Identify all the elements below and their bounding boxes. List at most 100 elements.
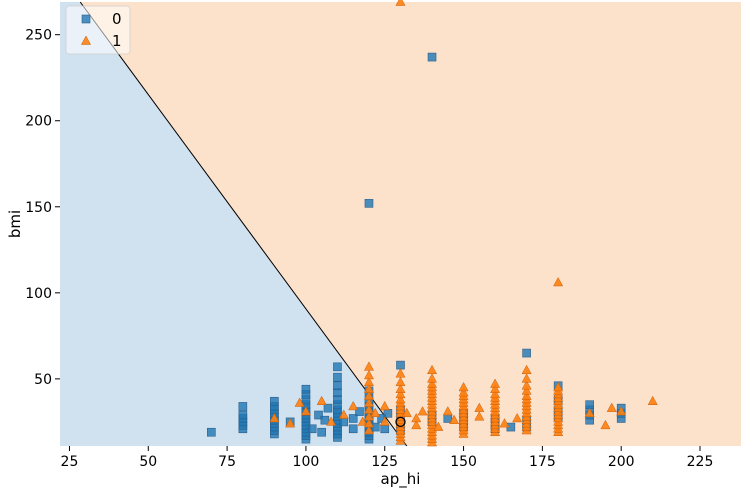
- data-point-class-0: [348, 424, 358, 434]
- data-point-class-0: [317, 427, 326, 437]
- data-point-class-1: [269, 412, 280, 423]
- y-tick-label: 200: [25, 114, 52, 130]
- data-point-class-1: [427, 373, 438, 383]
- data-point-class-0: [207, 427, 216, 437]
- data-point-class-1: [363, 369, 374, 380]
- x-tick-label: 150: [450, 454, 477, 470]
- data-point-class-0: [364, 199, 374, 208]
- data-point-class-0: [314, 410, 323, 420]
- x-tick-label: 100: [293, 454, 320, 470]
- data-point-class-1: [395, 388, 406, 399]
- data-point-class-1: [370, 407, 381, 418]
- data-point-class-1: [395, 383, 406, 393]
- data-point-class-1: [363, 390, 374, 400]
- data-point-class-0: [238, 410, 248, 420]
- data-point-class-1: [401, 407, 412, 418]
- x-tick-label: 200: [608, 454, 635, 470]
- data-point-class-0: [333, 381, 342, 391]
- data-point-class-1: [458, 381, 469, 392]
- data-point-class-1: [363, 397, 374, 407]
- data-point-class-0: [307, 424, 317, 434]
- data-point-class-1: [285, 418, 296, 428]
- data-point-class-1: [348, 400, 359, 411]
- data-point-class-0: [270, 396, 279, 406]
- data-point-class-1: [395, 368, 406, 378]
- data-point-class-1: [521, 373, 532, 383]
- data-point-class-0: [301, 384, 311, 394]
- x-tick-label: 175: [529, 454, 556, 470]
- legend-label: 0: [112, 10, 122, 28]
- data-point-class-1: [294, 397, 305, 407]
- legend-label: 1: [112, 32, 122, 50]
- data-point-class-1: [521, 364, 532, 375]
- y-tick-label: 100: [25, 286, 52, 302]
- data-point-class-0: [339, 417, 349, 427]
- data-point-class-1: [363, 383, 374, 393]
- data-point-class-1: [490, 388, 501, 399]
- data-point-class-1: [363, 376, 374, 387]
- data-point-class-1: [553, 381, 564, 392]
- x-tick-label: 75: [218, 454, 236, 470]
- data-point-class-1: [395, 394, 406, 404]
- decision-boundary-line: [79, 1, 408, 447]
- data-point-class-1: [363, 404, 374, 414]
- data-point-class-1: [647, 395, 658, 406]
- data-point-class-1: [458, 387, 469, 397]
- data-point-class-1: [379, 400, 390, 411]
- legend: 01: [65, 5, 131, 55]
- legend-marker-square: [81, 14, 91, 24]
- data-point-class-1: [326, 416, 337, 426]
- region-class-1: [80, 2, 742, 446]
- data-point-class-0: [333, 362, 342, 372]
- data-point-class-1: [411, 419, 422, 430]
- data-point-class-0: [380, 424, 390, 434]
- x-tick-label: 50: [139, 454, 157, 470]
- data-point-class-0: [333, 372, 342, 382]
- series-1: [269, 0, 658, 447]
- x-axis: 25 50 75 100 125 150 175 200 225: [61, 446, 713, 470]
- data-point-class-1: [490, 383, 501, 393]
- data-point-class-1: [584, 407, 595, 418]
- y-tick-label: 150: [25, 200, 52, 216]
- y-tick-label: 250: [25, 28, 52, 44]
- data-point-class-1: [363, 424, 374, 435]
- data-point-class-1: [363, 361, 374, 371]
- data-point-class-0: [348, 414, 358, 423]
- data-point-class-0: [238, 402, 248, 411]
- data-point-class-1: [512, 412, 523, 423]
- data-point-class-1: [417, 406, 428, 416]
- data-point-class-1: [411, 412, 422, 423]
- data-point-class-1: [521, 380, 532, 390]
- data-point-class-1: [553, 276, 564, 287]
- data-point-class-1: [395, 376, 406, 387]
- data-point-class-0: [383, 409, 393, 418]
- data-point-class-0: [396, 360, 405, 370]
- data-point-class-1: [363, 418, 374, 428]
- data-point-class-1: [427, 378, 438, 388]
- data-point-class-1: [427, 364, 438, 375]
- data-point-class-1: [474, 411, 485, 421]
- data-point-class-1: [316, 395, 327, 406]
- x-axis-label: ap_hi: [381, 470, 421, 489]
- y-axis: 50 100 150 200 250: [25, 28, 60, 388]
- data-point-class-1: [433, 421, 444, 431]
- data-point-class-1: [474, 402, 485, 412]
- data-point-class-0: [355, 407, 364, 416]
- data-point-class-1: [338, 409, 349, 419]
- data-point-class-0: [427, 52, 437, 62]
- y-axis-label: bmi: [6, 210, 24, 238]
- data-point-class-1: [442, 406, 453, 416]
- data-point-class-1: [499, 418, 510, 428]
- y-tick-label: 50: [34, 372, 52, 388]
- data-point-class-1: [379, 416, 390, 426]
- data-point-class-1: [521, 385, 532, 395]
- data-point-class-1: [357, 416, 368, 426]
- data-point-class-1: [606, 402, 617, 412]
- x-tick-label: 25: [61, 454, 79, 470]
- data-point-class-0: [323, 403, 333, 413]
- data-point-class-0: [585, 400, 594, 409]
- data-point-class-1: [490, 378, 501, 388]
- data-point-class-0: [522, 348, 531, 358]
- x-tick-label: 125: [371, 454, 398, 470]
